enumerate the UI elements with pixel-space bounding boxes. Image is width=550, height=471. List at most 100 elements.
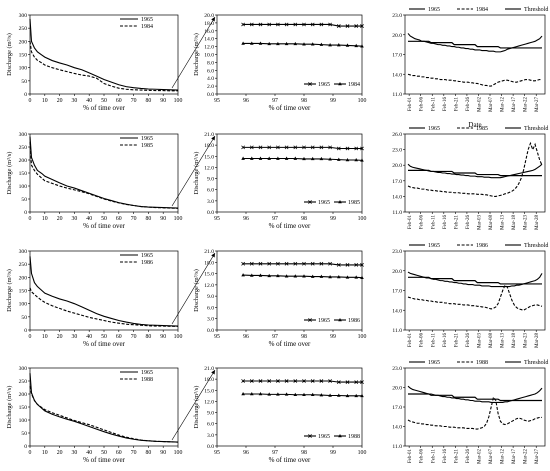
data-point-1965 xyxy=(258,145,263,150)
data-point-1965 xyxy=(336,146,341,151)
data-point-1965 xyxy=(360,24,364,28)
data-point-1986 xyxy=(250,273,254,277)
legend-label: 1985 xyxy=(141,143,153,149)
series-line-Threshold xyxy=(408,169,542,177)
y-tick-label: 12.0 xyxy=(204,283,214,289)
y-tick-label: 100 xyxy=(19,184,28,190)
data-point-1965 xyxy=(258,261,263,266)
x-tick-label: Mar-03 xyxy=(477,333,482,348)
data-point-1965 xyxy=(354,380,359,384)
y-tick-label: 14.0 xyxy=(392,425,402,431)
x-tick-label: 0 xyxy=(29,216,32,222)
chart-tail-1985: 0.0 3.0 6.0 9.0 12.0 15.0 18.0 21.0 95 96 97 98 99 10… xyxy=(193,132,366,230)
data-point-1988 xyxy=(302,392,306,397)
series-line-Threshold xyxy=(408,276,542,285)
legend-label: Threshold xyxy=(524,360,548,366)
series-line-1985 xyxy=(29,141,179,209)
y-tick-label: 300 xyxy=(19,13,28,19)
plot-area xyxy=(29,367,179,447)
data-point-1965 xyxy=(328,379,332,383)
plot-area xyxy=(216,14,363,95)
x-tick-label: 99 xyxy=(330,216,336,222)
y-tick-label: 150 xyxy=(19,405,28,411)
data-point-1988 xyxy=(241,392,245,396)
x-tick-label: Feb-21 xyxy=(454,449,459,464)
x-tick-label: 96 xyxy=(243,98,249,104)
data-point-1985 xyxy=(319,156,324,161)
y-axis-label: Discharge (m³/s) xyxy=(6,152,13,195)
data-point-1965 xyxy=(310,22,315,27)
x-tick-label: 100 xyxy=(174,216,183,222)
chart-tail-1984: 0.0 2.0 4.0 6.0 8.010.0 12.0 14.0 16.0 18.0 20.0 9… xyxy=(193,13,366,112)
legend-label: Threshold xyxy=(524,7,548,13)
x-tick-label: Mar-03 xyxy=(477,215,482,230)
data-point-1986 xyxy=(241,273,245,277)
data-point-1986 xyxy=(267,273,271,278)
x-tick-label: 30 xyxy=(72,216,78,222)
data-point-1965 xyxy=(302,379,306,383)
y-tick-label: 3.0 xyxy=(207,199,214,205)
legend-label: 1965 xyxy=(428,126,440,132)
y-axis-label: Discharge (m³/s) xyxy=(6,269,13,312)
x-tick-label: Feb-21 xyxy=(454,333,459,348)
data-point-1985 xyxy=(267,156,271,160)
y-tick-label: 14.0 xyxy=(392,72,402,78)
data-point-1986 xyxy=(360,275,364,280)
y-tick-label: 9.0 xyxy=(207,411,214,417)
data-point-1965 xyxy=(293,379,298,383)
x-tick-label: Feb-11 xyxy=(431,449,436,463)
y-tick-label: 20.0 xyxy=(204,13,214,19)
legend-label: 1985 xyxy=(348,200,360,206)
data-point-1965 xyxy=(249,22,254,27)
legend-label: 1988 xyxy=(141,377,153,383)
y-tick-label: 11.0 xyxy=(392,92,402,98)
y-tick-label: 9.0 xyxy=(207,294,214,300)
x-tick-label: 99 xyxy=(330,334,336,340)
y-tick-label: 21.0 xyxy=(204,366,214,372)
x-tick-label: 95 xyxy=(214,98,220,104)
x-tick-label: Mar-02 xyxy=(477,97,482,112)
x-tick-label: Feb-21 xyxy=(454,97,459,112)
x-tick-label: 99 xyxy=(330,98,336,104)
y-tick-label: 50 xyxy=(21,431,27,437)
data-point-1965 xyxy=(302,145,306,150)
y-tick-label: 250 xyxy=(19,379,28,385)
data-point-1965 xyxy=(360,146,364,151)
plot-area xyxy=(216,133,363,213)
data-point-1984 xyxy=(241,41,245,45)
legend-label: 1965 xyxy=(318,200,330,206)
data-point-1988 xyxy=(328,393,332,397)
y-tick-label: 17.0 xyxy=(392,289,402,295)
data-point-1965 xyxy=(345,146,350,151)
x-tick-label: 0 xyxy=(29,450,32,456)
x-axis-label: % of time over xyxy=(269,104,311,112)
y-tick-label: 0 xyxy=(24,210,27,216)
x-tick-label: 60 xyxy=(116,334,122,340)
y-tick-label: 100 xyxy=(19,418,28,424)
x-tick-label: 95 xyxy=(214,216,220,222)
y-tick-label: 26.0 xyxy=(392,132,402,138)
x-tick-label: 100 xyxy=(358,98,367,104)
data-point-1965 xyxy=(310,379,315,383)
y-tick-label: 0 xyxy=(24,328,27,334)
series-line-1965 xyxy=(29,18,179,91)
x-tick-label: 50 xyxy=(101,334,107,340)
x-tick-label: 97 xyxy=(272,450,278,456)
series-line-1965 xyxy=(29,136,179,209)
x-tick-label: 10 xyxy=(42,450,48,456)
x-axis-label: % of time over xyxy=(269,222,311,230)
x-tick-label: Feb-06 xyxy=(420,97,425,112)
plot-area xyxy=(29,250,179,331)
data-point-1986 xyxy=(337,274,341,279)
data-point-1985 xyxy=(293,156,298,160)
x-tick-label: Feb-26 xyxy=(466,215,471,230)
data-point-1985 xyxy=(241,156,245,160)
data-point-1986 xyxy=(284,274,289,278)
x-axis-label: % of time over xyxy=(83,222,125,230)
series-line-1988 xyxy=(29,386,179,443)
data-point-1988 xyxy=(267,392,271,396)
x-tick-label: 100 xyxy=(358,216,367,222)
y-tick-label: 200 xyxy=(19,275,28,281)
legend-marker-1984 xyxy=(338,82,342,86)
